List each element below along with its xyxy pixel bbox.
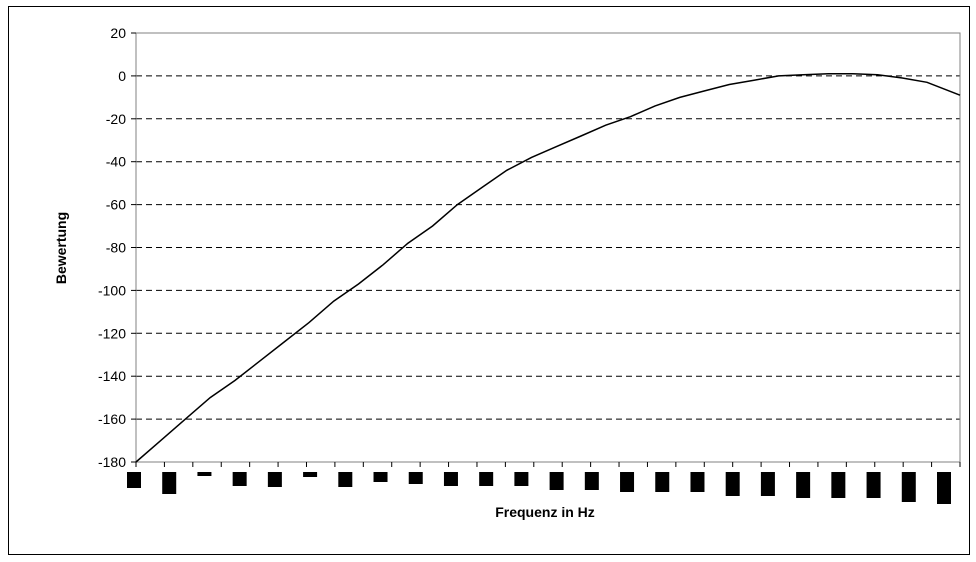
y-tick-label: -140: [98, 368, 126, 384]
x-tick-label-block: [127, 472, 141, 488]
x-tick-label-block: [267, 472, 282, 487]
y-tick-label: -180: [98, 454, 126, 470]
x-tick-label-block: [303, 472, 318, 477]
y-tick-label: 20: [110, 25, 126, 41]
x-tick-label-block: [197, 472, 212, 476]
y-axis-ticks: 20 0 -20 -40 -60 -80 -100 -120 -140 -160 -180: [98, 25, 136, 470]
y-tick-label: -20: [106, 111, 126, 127]
x-tick-label-block: [866, 472, 881, 498]
x-tick-label-block: [901, 472, 916, 502]
x-tick-label-block: [620, 472, 635, 492]
x-tick-label-block: [690, 472, 705, 492]
x-tick-label-block: [162, 472, 177, 494]
y-tick-label: -80: [106, 240, 126, 256]
series-line: [135, 73, 961, 463]
y-tick-label: -120: [98, 325, 126, 341]
x-tick-label-block: [584, 472, 599, 490]
x-tick-label-block: [655, 472, 670, 492]
x-axis-title: Frequenz in Hz: [495, 504, 595, 520]
chart-frame: [8, 6, 970, 555]
y-tick-label: -100: [98, 282, 126, 298]
x-tick-label-block: [831, 472, 846, 498]
y-axis-title: Bewertung: [53, 212, 69, 284]
gridlines: [136, 75, 960, 420]
x-axis-tick-labels: [127, 462, 961, 504]
x-tick-label-block: [725, 472, 740, 496]
x-tick-label-block: [479, 472, 494, 486]
y-tick-label: -60: [106, 197, 126, 213]
x-tick-label-block: [549, 472, 564, 490]
x-tick-label-block: [443, 472, 458, 486]
y-tick-label: 0: [118, 68, 126, 84]
x-tick-label-block: [232, 472, 247, 486]
x-tick-label-block: [760, 472, 775, 496]
x-tick-label-block: [514, 472, 529, 486]
x-tick-label-block: [937, 472, 951, 504]
x-tick-label-block: [373, 472, 388, 482]
y-tick-label: -160: [98, 411, 126, 427]
x-tick-label-block: [408, 472, 423, 484]
x-tick-label-block: [338, 472, 353, 487]
y-tick-label: -40: [106, 154, 126, 170]
x-tick-label-block: [796, 472, 811, 498]
